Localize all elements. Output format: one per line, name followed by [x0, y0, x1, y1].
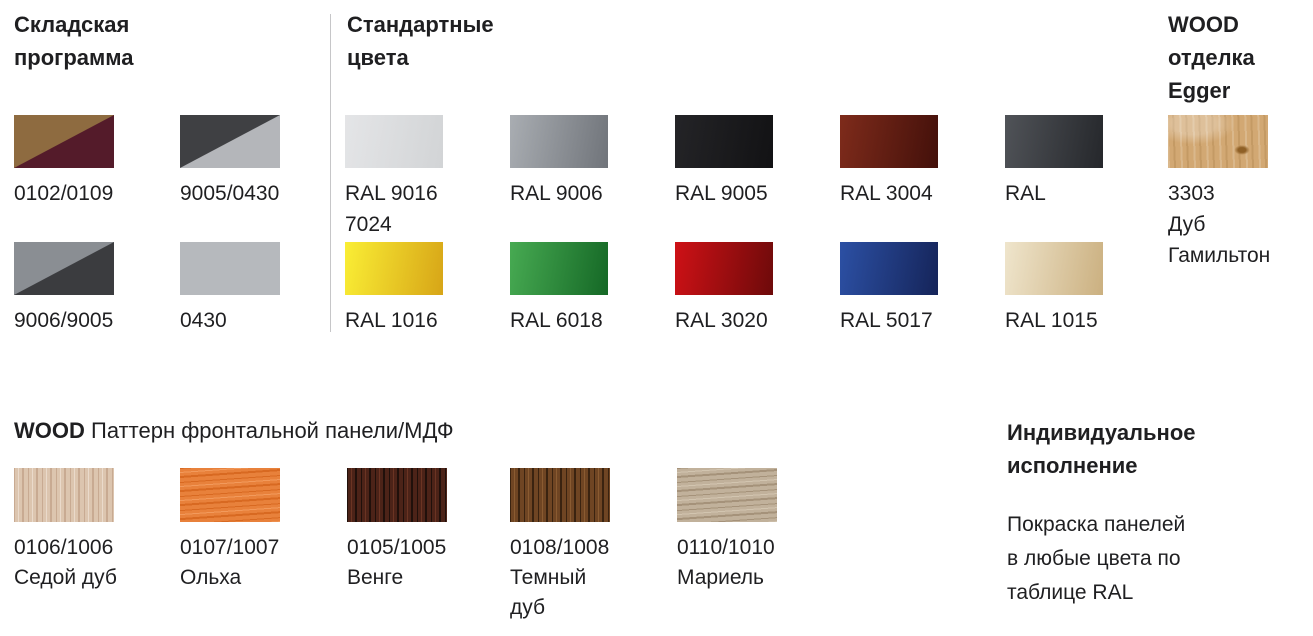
- standard-swatch-cell: RAL 3004: [840, 115, 995, 209]
- swatch-0107-1007-alder: [180, 468, 280, 522]
- vertical-divider: [330, 14, 331, 332]
- swatch-code: 0430: [180, 309, 227, 332]
- swatch-0105-1005-wenge: [347, 468, 447, 522]
- standard-swatch-cell: RAL 9006: [510, 115, 665, 209]
- swatch-ral-9005: [675, 115, 773, 168]
- swatch-name: Седой дуб: [14, 566, 117, 589]
- stock-swatch-cell: 9005/0430: [180, 115, 335, 209]
- swatch-ral-3004: [840, 115, 938, 168]
- stock-swatch-cell: 0102/0109: [14, 115, 169, 209]
- swatch-0102-0109: [14, 115, 114, 168]
- swatch-9006-9005: [14, 242, 114, 295]
- swatch-code: 0108/1008: [510, 536, 610, 559]
- standard-swatch-cell: RAL 5017: [840, 242, 995, 336]
- standard-swatch-cell: RAL: [1005, 115, 1160, 209]
- swatch-code: RAL 9006: [510, 182, 603, 205]
- swatch-ral-9006: [510, 115, 608, 168]
- swatch-name: Венге: [347, 566, 404, 589]
- swatch-code-and-name: 3303 Дуб Гамильтон: [1168, 178, 1313, 271]
- custom-finish-body: Покраска панелей в любые цвета по таблиц…: [1007, 513, 1186, 604]
- egger-swatch-cell: 3303 Дуб Гамильтон: [1168, 115, 1313, 271]
- swatch-code: RAL 3020: [675, 309, 768, 332]
- swatch-code: 3303: [1168, 182, 1215, 205]
- swatch-ral-1016: [345, 242, 443, 295]
- swatch-0106-1006-grey-oak: [14, 468, 114, 522]
- swatch-9005-0430: [180, 115, 280, 168]
- swatch-code: 0110/1010: [677, 536, 775, 559]
- standard-swatch-cell: RAL 3020: [675, 242, 830, 336]
- stock-swatch-cell: 0430: [180, 242, 335, 336]
- wood-mdf-heading: WOOD Паттерн фронтальной панели/МДФ: [14, 414, 774, 447]
- wood-swatch-cell: 0110/1010 Мариель: [677, 468, 807, 593]
- swatch-code-and-name: 0107/1007 Ольха: [180, 533, 310, 593]
- swatch-name: Дуб Гамильтон: [1168, 213, 1271, 267]
- swatch-ral-5017: [840, 242, 938, 295]
- swatch-name: Темный дуб: [510, 566, 587, 619]
- swatch-code-and-name: 0110/1010 Мариель: [677, 533, 807, 593]
- swatch-code: 9006/9005: [14, 309, 114, 332]
- swatch-code: 0105/1005: [347, 536, 447, 559]
- standard-swatch-cell: RAL 6018: [510, 242, 665, 336]
- custom-finish-heading: Индивидуальное исполнение: [1007, 420, 1196, 478]
- standard-swatch-cell: RAL 9016 7024: [345, 115, 500, 240]
- wood-swatch-cell: 0105/1005 Венге: [347, 468, 477, 593]
- swatch-code: RAL 9016 7024: [345, 182, 438, 236]
- swatch-code: 0102/0109: [14, 182, 114, 205]
- standard-swatch-cell: RAL 9005: [675, 115, 830, 209]
- swatch-code: RAL 9005: [675, 182, 768, 205]
- swatch-code-and-name: 0108/1008 Темный дуб: [510, 533, 640, 623]
- standard-swatch-cell: RAL 1016: [345, 242, 500, 336]
- swatch-code: 0106/1006: [14, 536, 114, 559]
- standard-colors-heading: Стандартные цвета: [347, 12, 494, 70]
- swatch-0110-1010-mariel: [677, 468, 777, 522]
- wood-swatch-cell: 0107/1007 Ольха: [180, 468, 310, 593]
- swatch-ral-3020: [675, 242, 773, 295]
- swatch-code: RAL 1016: [345, 309, 438, 332]
- swatch-ral-1015: [1005, 242, 1103, 295]
- wood-egger-heading: WOOD отделка Egger: [1168, 12, 1255, 103]
- swatch-code: RAL: [1005, 182, 1046, 205]
- swatch-code: 0107/1007: [180, 536, 280, 559]
- swatch-0430: [180, 242, 280, 295]
- swatch-ral: [1005, 115, 1103, 168]
- standard-swatch-cell: RAL 1015: [1005, 242, 1160, 336]
- swatch-code: 9005/0430: [180, 182, 280, 205]
- wood-swatch-cell: 0106/1006 Седой дуб: [14, 468, 144, 593]
- swatch-name: Ольха: [180, 566, 242, 589]
- swatch-code: RAL 1015: [1005, 309, 1098, 332]
- wood-mdf-heading-bold: WOOD: [14, 418, 85, 443]
- swatch-code: RAL 5017: [840, 309, 933, 332]
- swatch-0108-1008-dark-oak: [510, 468, 610, 522]
- swatch-code: RAL 3004: [840, 182, 933, 205]
- wood-swatch-cell: 0108/1008 Темный дуб: [510, 468, 640, 623]
- wood-mdf-heading-rest: Паттерн фронтальной панели/МДФ: [84, 418, 454, 443]
- swatch-name: Мариель: [677, 566, 764, 589]
- stock-program-heading: Складская программа: [14, 12, 134, 70]
- swatch-ral-9016: [345, 115, 443, 168]
- swatch-3303-oak-hamilton: [1168, 115, 1268, 168]
- swatch-ral-6018: [510, 242, 608, 295]
- swatch-code-and-name: 0106/1006 Седой дуб: [14, 533, 144, 593]
- swatch-code: RAL 6018: [510, 309, 603, 332]
- stock-swatch-cell: 9006/9005: [14, 242, 169, 336]
- swatch-code-and-name: 0105/1005 Венге: [347, 533, 477, 593]
